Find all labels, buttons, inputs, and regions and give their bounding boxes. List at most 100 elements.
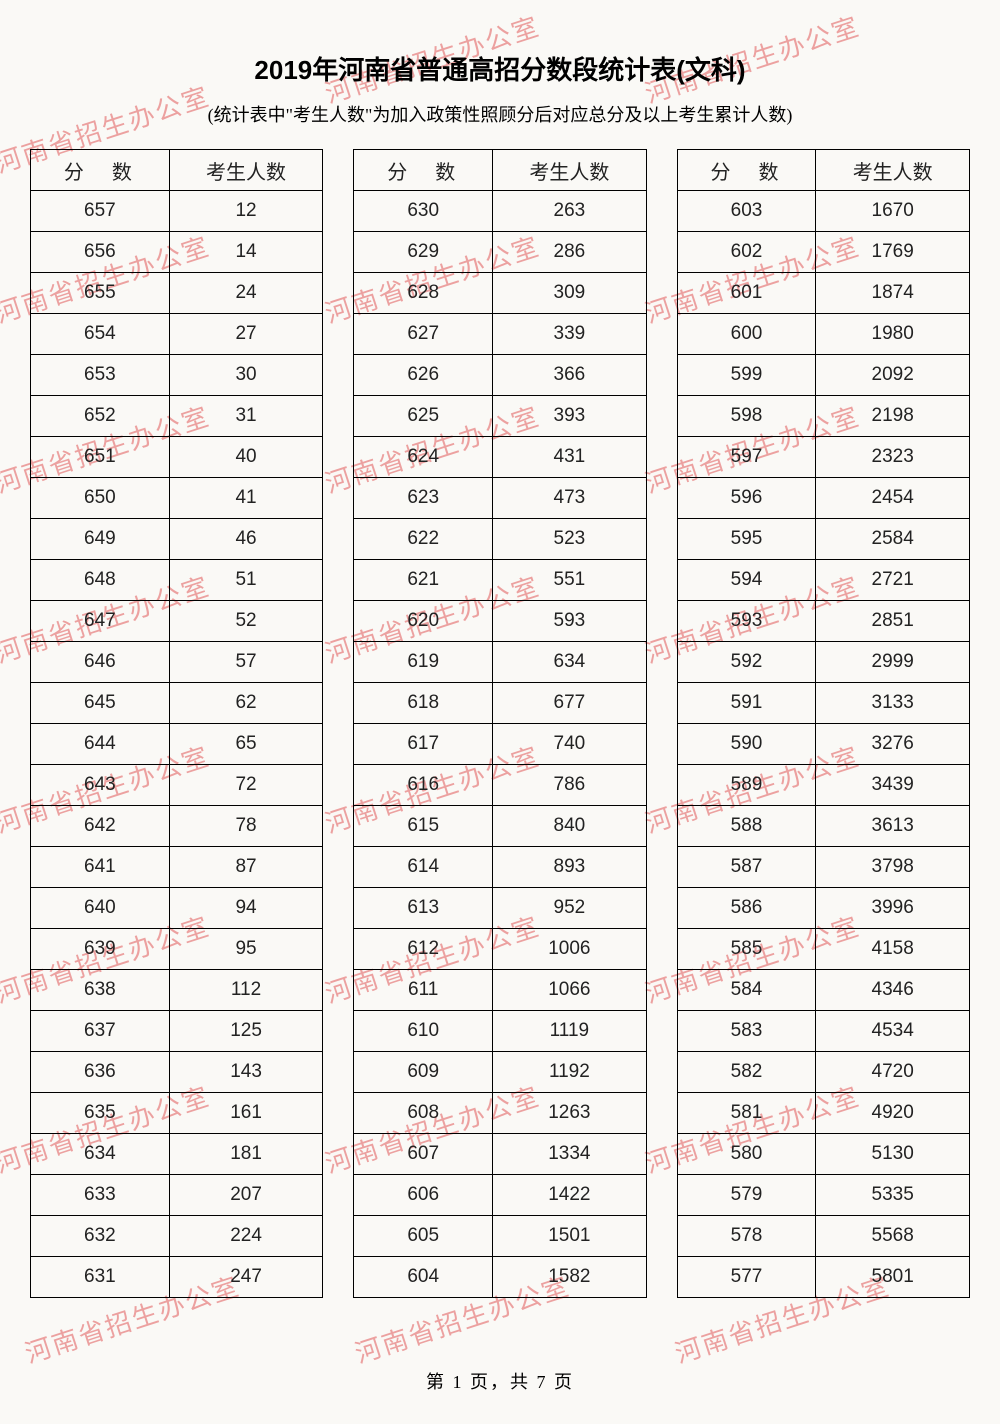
table-row: 5942721 [677, 560, 969, 601]
cell-score: 590 [677, 724, 816, 765]
table-row: 6021769 [677, 232, 969, 273]
cell-score: 646 [31, 642, 170, 683]
cell-score: 617 [354, 724, 493, 765]
cell-count: 65 [169, 724, 323, 765]
cell-score: 643 [31, 765, 170, 806]
cell-count: 62 [169, 683, 323, 724]
cell-count: 143 [169, 1052, 323, 1093]
cell-score: 657 [31, 191, 170, 232]
cell-score: 652 [31, 396, 170, 437]
cell-score: 586 [677, 888, 816, 929]
cell-count: 78 [169, 806, 323, 847]
cell-score: 577 [677, 1257, 816, 1298]
cell-score: 602 [677, 232, 816, 273]
cell-count: 5130 [816, 1134, 970, 1175]
cell-count: 523 [493, 519, 647, 560]
cell-score: 649 [31, 519, 170, 560]
table-row: 638112 [31, 970, 323, 1011]
table-row: 5903276 [677, 724, 969, 765]
cell-score: 579 [677, 1175, 816, 1216]
cell-score: 622 [354, 519, 493, 560]
cell-score: 639 [31, 929, 170, 970]
table-row: 5982198 [677, 396, 969, 437]
cell-count: 473 [493, 478, 647, 519]
cell-count: 4534 [816, 1011, 970, 1052]
cell-count: 5335 [816, 1175, 970, 1216]
table-row: 620593 [354, 601, 646, 642]
cell-count: 3133 [816, 683, 970, 724]
table-row: 617740 [354, 724, 646, 765]
cell-score: 620 [354, 601, 493, 642]
cell-count: 24 [169, 273, 323, 314]
cell-score: 627 [354, 314, 493, 355]
cell-count: 840 [493, 806, 647, 847]
cell-count: 3798 [816, 847, 970, 888]
table-row: 6101119 [354, 1011, 646, 1052]
cell-score: 608 [354, 1093, 493, 1134]
cell-count: 952 [493, 888, 647, 929]
table-row: 65614 [31, 232, 323, 273]
cell-count: 1119 [493, 1011, 647, 1052]
cell-count: 4346 [816, 970, 970, 1011]
table-row: 5844346 [677, 970, 969, 1011]
table-row: 65330 [31, 355, 323, 396]
table-row: 628309 [354, 273, 646, 314]
table-row: 64372 [31, 765, 323, 806]
table-row: 5992092 [677, 355, 969, 396]
table-row: 5893439 [677, 765, 969, 806]
cell-count: 40 [169, 437, 323, 478]
table-row: 64946 [31, 519, 323, 560]
cell-count: 46 [169, 519, 323, 560]
table-row: 626366 [354, 355, 646, 396]
table-row: 65712 [31, 191, 323, 232]
cell-score: 593 [677, 601, 816, 642]
cell-score: 632 [31, 1216, 170, 1257]
table-row: 6071334 [354, 1134, 646, 1175]
cell-score: 631 [31, 1257, 170, 1298]
score-table: 分 数考生人数630263629286628309627339626366625… [353, 149, 646, 1298]
table-row: 5932851 [677, 601, 969, 642]
cell-score: 609 [354, 1052, 493, 1093]
table-row: 64094 [31, 888, 323, 929]
table-row: 5863996 [677, 888, 969, 929]
cell-score: 594 [677, 560, 816, 601]
cell-count: 52 [169, 601, 323, 642]
table-row: 5814920 [677, 1093, 969, 1134]
table-row: 615840 [354, 806, 646, 847]
page: 2019年河南省普通高招分数段统计表(文科) (统计表中"考生人数"为加入政策性… [0, 0, 1000, 1424]
table-row: 5972323 [677, 437, 969, 478]
cell-count: 2851 [816, 601, 970, 642]
cell-score: 635 [31, 1093, 170, 1134]
cell-count: 2454 [816, 478, 970, 519]
table-row: 65427 [31, 314, 323, 355]
cell-count: 125 [169, 1011, 323, 1052]
cell-count: 551 [493, 560, 647, 601]
cell-score: 642 [31, 806, 170, 847]
cell-count: 3276 [816, 724, 970, 765]
cell-count: 286 [493, 232, 647, 273]
cell-score: 607 [354, 1134, 493, 1175]
table-row: 6121006 [354, 929, 646, 970]
table-row: 5883613 [677, 806, 969, 847]
cell-score: 596 [677, 478, 816, 519]
cell-score: 638 [31, 970, 170, 1011]
cell-score: 653 [31, 355, 170, 396]
cell-count: 94 [169, 888, 323, 929]
table-row: 6051501 [354, 1216, 646, 1257]
score-table: 分 数考生人数603167060217696011874600198059920… [677, 149, 970, 1298]
cell-count: 2721 [816, 560, 970, 601]
cell-score: 648 [31, 560, 170, 601]
cell-count: 1874 [816, 273, 970, 314]
cell-score: 629 [354, 232, 493, 273]
header-score: 分 数 [677, 150, 816, 191]
score-table: 分 数考生人数657126561465524654276533065231651… [30, 149, 323, 1298]
cell-count: 41 [169, 478, 323, 519]
cell-count: 309 [493, 273, 647, 314]
cell-score: 584 [677, 970, 816, 1011]
cell-score: 628 [354, 273, 493, 314]
pager: 第 1 页，共 7 页 [30, 1368, 970, 1394]
cell-score: 600 [677, 314, 816, 355]
tables-container: 分 数考生人数657126561465524654276533065231651… [30, 149, 970, 1298]
table-row: 636143 [31, 1052, 323, 1093]
cell-score: 626 [354, 355, 493, 396]
